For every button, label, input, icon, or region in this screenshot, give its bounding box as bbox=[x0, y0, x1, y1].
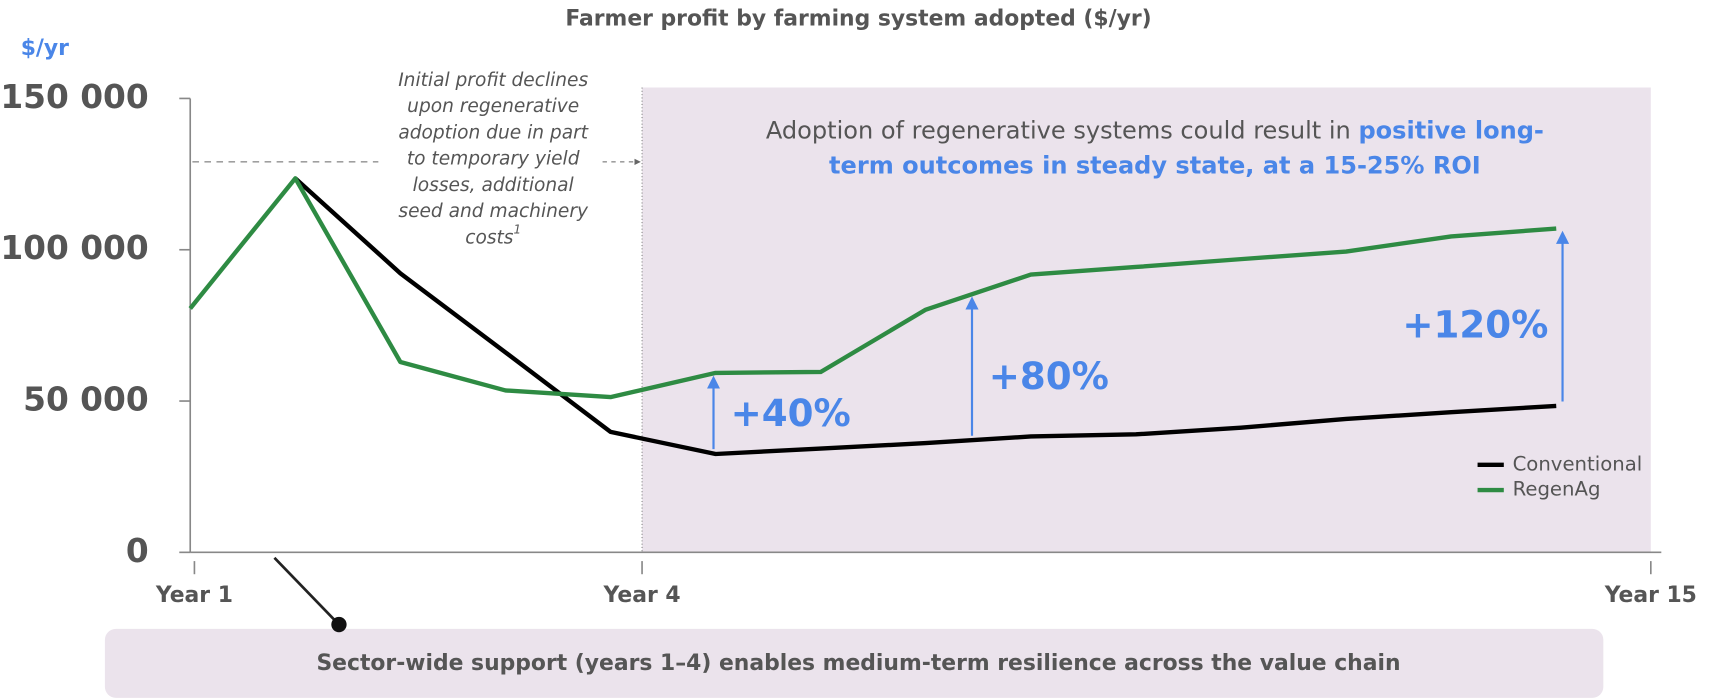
note-text: adoption due in part bbox=[398, 122, 588, 143]
note-text: costs bbox=[465, 227, 514, 248]
note-line: adoption due in part bbox=[398, 122, 588, 143]
gain-label: +120% bbox=[1402, 303, 1548, 347]
legend-label: Conventional bbox=[1513, 452, 1643, 475]
note-line: Initial profit declines bbox=[398, 69, 588, 90]
y-tick-label: 150 000 bbox=[0, 78, 148, 116]
callout-highlight: positive long- bbox=[1358, 116, 1543, 144]
note-line: costs1 bbox=[465, 222, 521, 248]
note-text: losses, additional bbox=[413, 174, 575, 195]
chart-title: Farmer profit by farming system adopted … bbox=[565, 7, 1151, 32]
note-line: to temporary yield bbox=[407, 148, 580, 169]
pointer-dot bbox=[331, 616, 347, 633]
footer: Sector-wide support (years 1–4) enables … bbox=[316, 651, 1400, 676]
note-text: to temporary yield bbox=[407, 148, 580, 169]
x-tick-label: Year 1 bbox=[155, 583, 233, 608]
x-tick-label: Year 4 bbox=[603, 583, 681, 608]
note-superscript: 1 bbox=[513, 222, 521, 236]
pointer bbox=[273, 556, 339, 625]
note-line: upon regenerative bbox=[407, 96, 579, 117]
note-text: upon regenerative bbox=[407, 96, 579, 117]
series-line bbox=[188, 176, 1557, 400]
gain-label: +40% bbox=[731, 391, 851, 435]
x-tick-label: Year 15 bbox=[1604, 583, 1697, 608]
y-tick-label: 100 000 bbox=[0, 229, 148, 267]
note-text: Initial profit declines bbox=[398, 69, 588, 90]
note-line: losses, additional bbox=[413, 174, 575, 195]
callout-text: Adoption of regenerative systems could r… bbox=[766, 116, 1351, 144]
footer-box bbox=[104, 628, 1604, 698]
series-line bbox=[293, 176, 1557, 457]
y-tick-label: 50 000 bbox=[23, 381, 149, 419]
highlight-region bbox=[642, 87, 1651, 553]
callout-highlight: term outcomes in steady state, at a 15-2… bbox=[829, 151, 1481, 179]
gain-label: +80% bbox=[989, 354, 1109, 398]
note-text: seed and machinery bbox=[398, 201, 589, 222]
callout: Adoption of regenerative systems could r… bbox=[766, 116, 1544, 144]
note-line: seed and machinery bbox=[398, 201, 589, 222]
y-axis-label: $/yr bbox=[21, 36, 69, 61]
legend-label: RegenAg bbox=[1513, 478, 1601, 501]
y-tick-label: 0 bbox=[126, 532, 149, 570]
